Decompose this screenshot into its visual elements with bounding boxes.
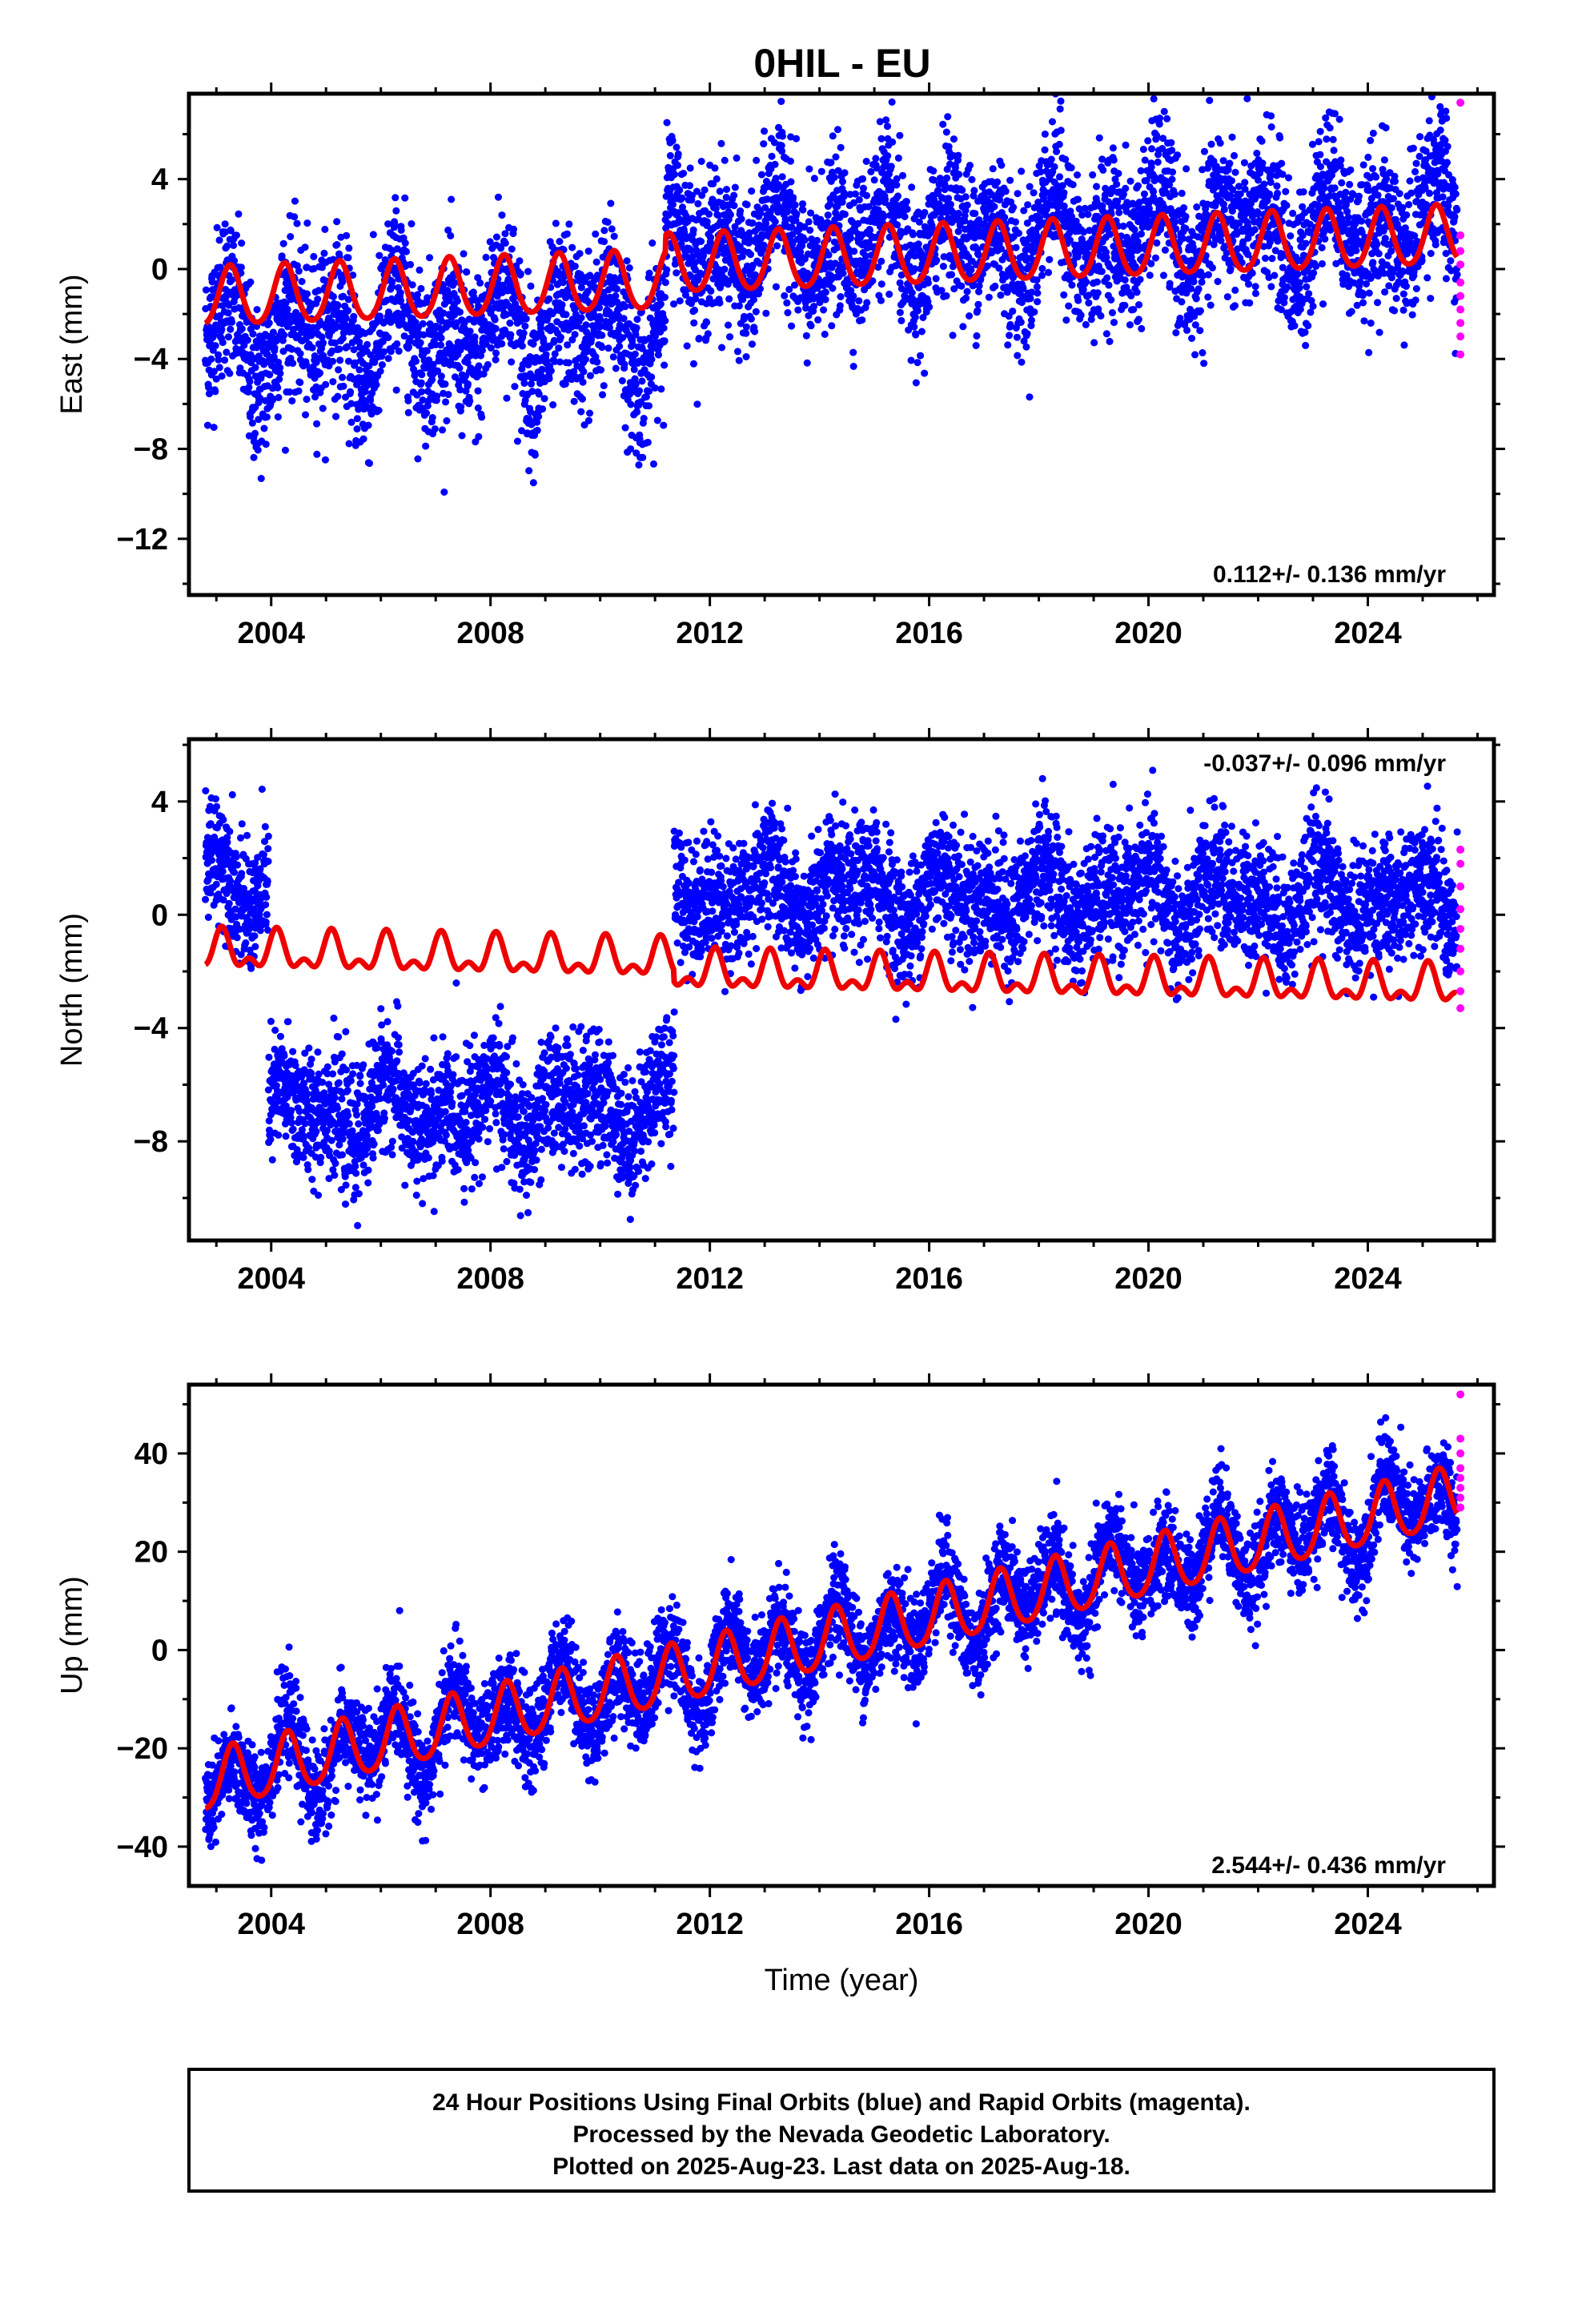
model-fit-line bbox=[204, 1465, 1460, 1811]
up-panel: 2004 2008 2012 2016 2020 2024 −40 −20 0 20 40 Up (m… bbox=[55, 1373, 1505, 1997]
x-tick-label: 2016 bbox=[895, 1908, 963, 1941]
plot-frame bbox=[187, 91, 1496, 597]
rapid-orbit-points bbox=[1456, 99, 1465, 359]
rapid-point bbox=[1456, 845, 1465, 854]
plot-frame bbox=[187, 737, 1496, 1243]
x-tick-label: 2024 bbox=[1334, 1262, 1402, 1296]
y-tick-label: 40 bbox=[135, 1437, 168, 1471]
y-tick-label: −4 bbox=[134, 1012, 168, 1046]
x-tick-label: 2020 bbox=[1114, 617, 1182, 650]
rapid-point bbox=[1456, 292, 1465, 300]
final-orbit-cloud bbox=[202, 766, 1461, 1229]
rapid-point bbox=[1456, 1434, 1465, 1443]
rate-annotation: 2.544+/- 0.436 mm/yr bbox=[1211, 1852, 1446, 1879]
final-orbit-cloud bbox=[202, 94, 1461, 496]
rapid-point bbox=[1456, 260, 1465, 269]
x-tick-label: 2024 bbox=[1334, 617, 1402, 650]
x-tick-label: 2012 bbox=[676, 1262, 744, 1296]
rapid-point bbox=[1456, 1003, 1465, 1012]
footer-line-1: 24 Hour Positions Using Final Orbits (bl… bbox=[432, 2089, 1251, 2116]
rapid-point bbox=[1456, 967, 1465, 976]
north-panel: 2004 2008 2012 2016 2020 2024 −8 −4 0 4 North (mm)… bbox=[55, 728, 1505, 1296]
rapid-point bbox=[1456, 305, 1465, 314]
rapid-point bbox=[1456, 944, 1465, 953]
rapid-point bbox=[1456, 247, 1465, 255]
rapid-point bbox=[1456, 231, 1465, 239]
east-panel: 2004 2008 2012 2016 2020 2024 −12 −8 −4 0 4 East (m… bbox=[55, 82, 1505, 650]
rapid-point bbox=[1456, 1449, 1465, 1458]
x-tick-label: 2004 bbox=[237, 1908, 305, 1941]
x-axis-label: Time (year) bbox=[765, 1964, 919, 1997]
rapid-point bbox=[1456, 882, 1465, 891]
model-fit-line bbox=[203, 201, 1460, 326]
rapid-point bbox=[1456, 1464, 1465, 1473]
rapid-point bbox=[1456, 319, 1465, 328]
x-tick-label: 2024 bbox=[1334, 1908, 1402, 1941]
rapid-point bbox=[1456, 99, 1465, 107]
rapid-orbit-points bbox=[1456, 1390, 1465, 1512]
rate-annotation: -0.037+/- 0.096 mm/yr bbox=[1203, 750, 1446, 777]
final-orbit-cloud bbox=[202, 1413, 1461, 1864]
plot-frame bbox=[187, 1382, 1496, 1888]
y-tick-label: 20 bbox=[135, 1536, 168, 1570]
rapid-point bbox=[1456, 350, 1465, 359]
x-tick-label: 2016 bbox=[895, 617, 963, 650]
y-tick-label: −8 bbox=[134, 433, 168, 467]
footer-frame bbox=[187, 2068, 1496, 2193]
y-axis-label: North (mm) bbox=[55, 913, 89, 1067]
footer-line-3: Plotted on 2025-Aug-23. Last data on 202… bbox=[552, 2153, 1130, 2180]
x-tick-label: 2016 bbox=[895, 1262, 963, 1296]
rapid-orbit-points bbox=[1456, 845, 1465, 1012]
y-tick-label: 0 bbox=[151, 253, 168, 287]
rapid-point bbox=[1456, 1503, 1465, 1512]
rapid-point bbox=[1456, 905, 1465, 914]
rapid-point bbox=[1456, 924, 1465, 933]
final-orbit-points bbox=[202, 766, 1461, 1229]
y-tick-label: 0 bbox=[151, 899, 168, 932]
rapid-point bbox=[1456, 278, 1465, 287]
rapid-point bbox=[1456, 1390, 1465, 1399]
rate-annotation: 0.112+/- 0.136 mm/yr bbox=[1213, 561, 1446, 588]
y-tick-label: 0 bbox=[151, 1634, 168, 1667]
y-tick-label: 4 bbox=[151, 163, 168, 197]
y-tick-label: −8 bbox=[134, 1125, 168, 1159]
rapid-point bbox=[1456, 987, 1465, 995]
x-tick-label: 2004 bbox=[237, 1262, 305, 1296]
rapid-point bbox=[1456, 1483, 1465, 1492]
rapid-point bbox=[1456, 1494, 1465, 1502]
x-tick-label: 2004 bbox=[237, 617, 305, 650]
y-tick-label: 4 bbox=[151, 786, 168, 819]
x-tick-label: 2008 bbox=[456, 1262, 524, 1296]
rapid-point bbox=[1456, 332, 1465, 341]
chart-title: 0HIL - EU bbox=[753, 41, 930, 86]
rapid-point bbox=[1456, 859, 1465, 868]
rapid-point bbox=[1456, 1474, 1465, 1482]
y-tick-label: −12 bbox=[117, 523, 168, 557]
model-fit-line bbox=[203, 923, 1458, 1003]
y-tick-label: −4 bbox=[134, 343, 168, 376]
y-tick-label: −20 bbox=[117, 1732, 168, 1766]
x-tick-label: 2020 bbox=[1114, 1262, 1182, 1296]
final-orbit-points bbox=[202, 1413, 1461, 1864]
final-orbit-points bbox=[202, 94, 1461, 496]
x-tick-label: 2008 bbox=[456, 617, 524, 650]
y-tick-label: −40 bbox=[117, 1831, 168, 1864]
footer-line-2: Processed by the Nevada Geodetic Laborat… bbox=[572, 2121, 1110, 2148]
x-tick-label: 2008 bbox=[456, 1908, 524, 1941]
y-axis-label: East (mm) bbox=[55, 274, 89, 414]
x-tick-label: 2020 bbox=[1114, 1908, 1182, 1941]
y-axis-label: Up (mm) bbox=[55, 1576, 89, 1695]
x-tick-label: 2012 bbox=[676, 617, 744, 650]
x-tick-label: 2012 bbox=[676, 1908, 744, 1941]
footer-box: 24 Hour Positions Using Final Orbits (bl… bbox=[187, 2068, 1496, 2193]
